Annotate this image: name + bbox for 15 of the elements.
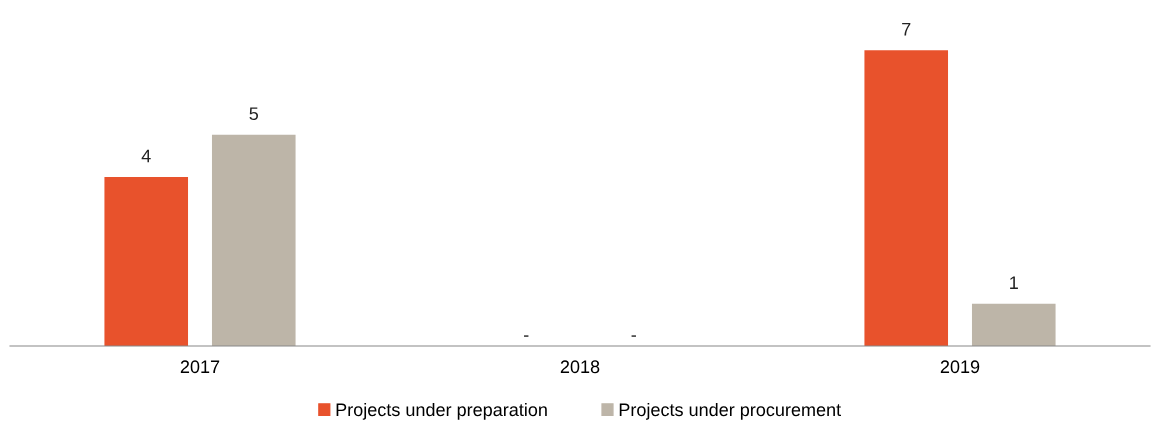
- legend-label: Projects under procurement: [619, 402, 841, 420]
- x-tick-label: 2017: [180, 360, 220, 374]
- bar: [104, 177, 189, 346]
- bar: [211, 134, 296, 346]
- data-label: 1: [1010, 276, 1018, 289]
- x-tick-label: 2018: [560, 360, 600, 374]
- data-label: 4: [141, 149, 151, 163]
- text: -: [631, 335, 636, 337]
- data-label: 5: [249, 107, 259, 121]
- text: -: [524, 335, 529, 337]
- x-tick-label: 2019: [940, 360, 980, 374]
- legend-label: Projects under preparation: [336, 402, 547, 420]
- bar: [864, 50, 949, 346]
- data-label: 7: [902, 22, 911, 36]
- bar: [971, 303, 1056, 346]
